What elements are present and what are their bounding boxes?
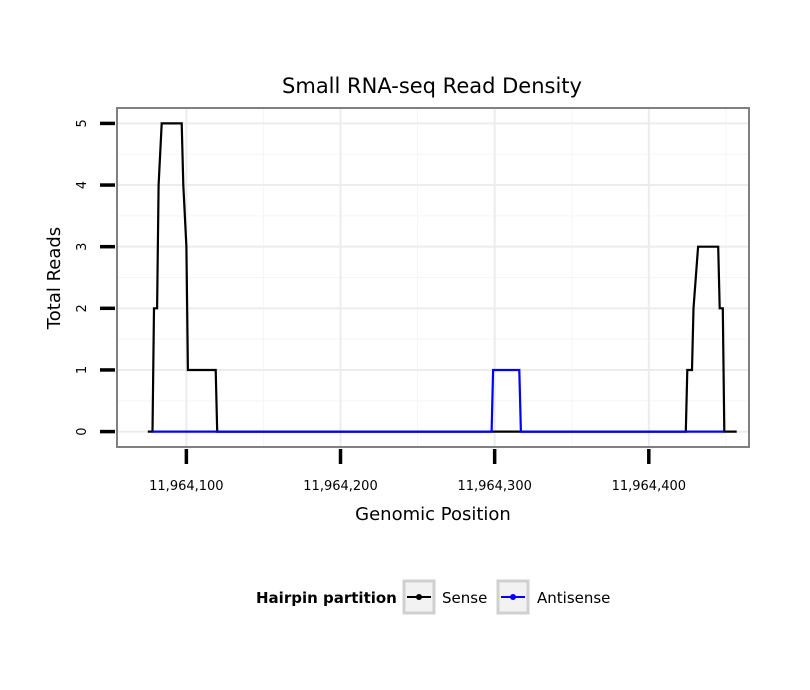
y-tick-label: 4 [75, 181, 90, 189]
legend-title: Hairpin partition [256, 589, 397, 607]
y-tick-label: 1 [75, 366, 90, 374]
y-tick-label: 2 [75, 304, 90, 312]
series-layer [147, 122, 737, 433]
chart-title: Small RNA-seq Read Density [282, 74, 582, 98]
y-tick-label: 5 [75, 119, 90, 127]
x-axis: 11,964,100 11,964,200 11,964,300 11,964,400 [149, 449, 686, 494]
series-line-antisense [152, 368, 725, 433]
y-tick-label: 0 [75, 427, 90, 435]
legend-item-sense: Sense [402, 579, 487, 615]
x-axis-title: Genomic Position [355, 504, 511, 525]
y-tick-label: 3 [75, 243, 90, 251]
x-tick-label: 11,964,100 [149, 479, 223, 494]
legend-point-sense [416, 594, 422, 600]
legend-point-antisense [510, 594, 516, 600]
series-line-sense [147, 122, 737, 433]
legend-label-antisense: Antisense [537, 589, 610, 607]
x-tick-label: 11,964,300 [457, 479, 531, 494]
plot-border [116, 107, 750, 448]
y-axis: 0 1 2 3 4 5 [75, 119, 115, 436]
x-tick-label: 11,964,200 [303, 479, 377, 494]
y-axis-title: Total Reads [44, 227, 65, 330]
legend-item-antisense: Antisense [496, 579, 610, 615]
legend-label-sense: Sense [442, 589, 487, 607]
legend: Hairpin partition Sense Antisense [256, 579, 610, 615]
x-tick-label: 11,964,400 [612, 479, 686, 494]
gridlines [117, 108, 749, 447]
